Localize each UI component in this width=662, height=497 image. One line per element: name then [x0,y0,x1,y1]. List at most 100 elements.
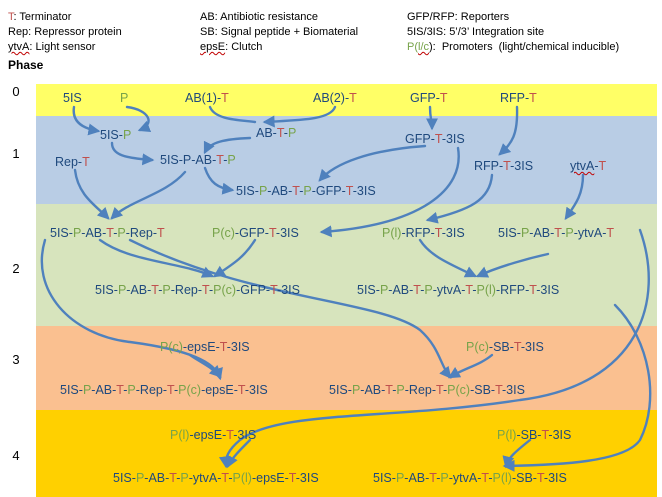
legend-text-segment: : Light sensor [29,41,96,53]
legend-text-segment: GFP/RFP: Reporters [407,11,510,23]
construct-part: -ytvA- [432,283,466,297]
construct-part: -AB- [91,383,117,397]
phase-band-4 [36,410,657,497]
construct-part: T [237,383,245,397]
construct-part: T [439,91,448,105]
legend-integration-site: 5IS/3IS: 5’/3’ Integration site [407,25,619,40]
construct-part: T [513,340,521,354]
construct-part: P(c) [212,226,235,240]
node-out-sb-l: 5IS-P-AB-T-P-ytvA-T-P(l)-SB-T-3IS [373,470,567,486]
construct-part: Rep- [55,155,83,169]
construct-part: T [429,471,437,485]
construct-part: -ytvA- [573,226,607,240]
legend-column-1: T: Terminator Rep: Repressor protein ytv… [8,10,122,55]
construct-part: -AB- [388,283,414,297]
construct-part: -3IS [510,159,534,173]
construct-part: T [226,428,234,442]
construct-part: P [440,471,449,485]
arrow-abtp-to-5ispabtp [203,136,252,155]
construct-part: T [465,283,473,297]
arrow-plsb-to-outsb [502,438,532,469]
construct-part: - [392,383,397,397]
construct-part: 5IS- [498,226,521,240]
arrow-plrfp-to-outrfp [418,238,478,278]
legend-text-segment: l/c [418,41,429,53]
construct-part: 5IS- [95,283,118,297]
legend-column-2: AB: Antibiotic resistance SB: Signal pep… [200,10,358,55]
arrow-rfpt-to-rfpt3is [498,105,519,156]
legend-column-3: GFP/RFP: Reporters 5IS/3IS: 5’/3’ Integr… [407,10,619,55]
construct-part: -3IS [441,226,465,240]
construct-part: - [488,471,493,485]
construct-part: T [270,283,278,297]
node-out-epse-l: 5IS-P-AB-T-P-ytvA-T-P(l)-epsE-T-3IS [113,470,319,486]
construct-part: T [276,126,284,140]
construct-part: RFP- [474,159,504,173]
construct-part: -3IS [441,132,465,146]
construct-part: -3IS [295,471,319,485]
construct-part: -RFP- [401,226,435,240]
node-5is-p-ab-t-p-rep-t: 5IS-P-AB-T-P-Rep-T [50,225,165,241]
node-gfp-t-3is: GFP-T-3IS [405,131,465,147]
construct-part: -AB- [126,283,152,297]
node-rep-t: Rep-T [55,154,90,170]
construct-part: P(l) [492,471,512,485]
construct-part: T [167,383,174,397]
construct-part: 5IS- [373,471,396,485]
construct-part: T [503,159,511,173]
construct-part: GFP- [410,91,440,105]
construct-part: P [117,226,126,240]
construct-part: P [180,471,189,485]
construct-part: -3IS [548,428,572,442]
construct-part: -AB- [267,184,293,198]
construct-part: -3IS [244,383,268,397]
construct-part: -Rep- [170,283,203,297]
node-5is-p-ab-t-p-ytva-t: 5IS-P-AB-T-P-ytvA-T [498,225,614,241]
construct-part: - [436,471,441,485]
construct-part: P(l) [476,283,496,297]
construct-part: P [351,383,361,397]
construct-part: T [151,283,159,297]
arrow-pcsb-to-outsb [447,353,494,379]
construct-part: T [221,91,229,105]
node-pc-epse-t-3is: P(c)-epsE-T-3IS [160,339,250,355]
phase-label-3: 3 [12,352,20,367]
construct-part: AB(2)- [313,91,350,105]
arrow-gfpt3is-to-pcgfp [319,146,460,238]
node-gfp-t: GFP-T [410,90,448,106]
phase-label-0: 0 [12,84,20,99]
construct-part: -3IS [536,283,560,297]
construct-part: P [287,126,297,140]
construct-part: -ytvA- [448,471,482,485]
construct-part: -AB- [529,226,555,240]
node-5is-p: 5IS-P [100,127,131,143]
construct-part: -Rep- [404,383,437,397]
construct-part: - [420,283,425,297]
legend-text-segment: ): Promoters (light/chemical inducible) [429,41,620,53]
legend-text-segment: ytvA [8,41,30,53]
legend-antibiotic: AB: Antibiotic resistance [200,10,358,25]
construct-part: T [288,471,296,485]
legend-clutch: epsE: Clutch [200,40,358,55]
construct-part: -GFP- [234,226,269,240]
construct-part: P [379,283,389,297]
construct-part: P(l) [232,471,252,485]
construct-part: 5IS- [357,283,380,297]
construct-part: -SB- [470,383,496,397]
construct-part: P [424,283,433,297]
construct-part: T [598,159,607,173]
construct-part: P [117,283,127,297]
arrow-ytvat-to-ytva [564,173,585,220]
construct-part: - [176,471,181,485]
construct-part: -3IS [275,226,299,240]
arrow-gfpt3is-to-long [318,144,427,182]
phase-label-2: 2 [12,261,20,276]
construct-part: -3IS [233,428,257,442]
construct-part: - [123,383,128,397]
node-5is: 5IS [63,90,82,106]
construct-part: T [529,283,537,297]
construct-part: 5IS- [100,128,123,142]
construct-part: 5IS- [236,184,259,198]
construct-part: - [283,126,288,140]
arrow-ytva-to-outeps [218,228,650,469]
